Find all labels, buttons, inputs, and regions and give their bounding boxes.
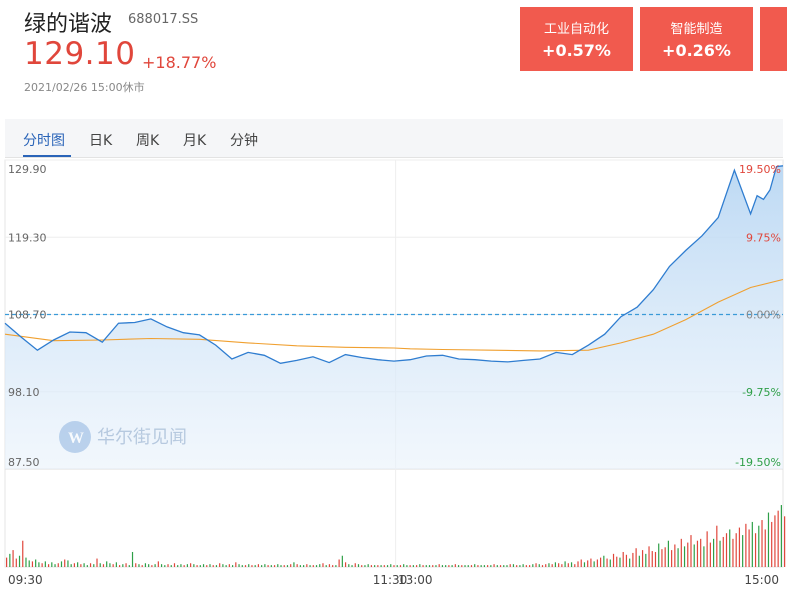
price-line — [4, 165, 784, 364]
tab-intraday[interactable]: 分时图 — [23, 133, 65, 149]
stock-name: 绿的谐波 — [24, 12, 113, 37]
sector-card-value: +0.26% — [662, 41, 731, 60]
sector-card-name: 智能制造 — [670, 22, 723, 37]
quote-timestamp: 2021/02/26 15:00休市 — [24, 81, 145, 94]
x-tick-label: 13:00 — [398, 573, 433, 587]
y-tick-label: 108.70 — [8, 309, 47, 322]
y-tick-label: 119.30 — [8, 231, 47, 244]
y-tick-label: 87.50 — [8, 456, 40, 469]
stock-price: 129.10 — [24, 36, 136, 72]
x-tick-label: 11:30 — [373, 573, 408, 587]
tab-daily-k[interactable]: 日K — [89, 133, 113, 149]
pct-tick-label: 19.50% — [739, 163, 781, 176]
pct-tick-label: -9.75% — [742, 386, 781, 399]
price-area-fill — [5, 165, 783, 470]
chart-period-tabs: 分时图 日K 周K 月K 分钟 — [5, 119, 783, 158]
sector-card-smart-manufacturing[interactable]: 智能制造 +0.26% — [640, 7, 753, 71]
watermark-logo-icon — [59, 421, 91, 453]
average-price-line — [4, 278, 784, 352]
y-tick-label: 98.10 — [8, 386, 40, 399]
pct-tick-label: 0.00% — [746, 309, 781, 322]
active-tab-indicator — [23, 155, 71, 157]
stock-code: 688017.SS — [128, 12, 199, 27]
sector-card-industrial-automation[interactable]: 工业自动化 +0.57% — [520, 7, 633, 71]
sector-card-name: 工业自动化 — [543, 22, 609, 37]
y-tick-label: 129.90 — [8, 163, 47, 176]
axis-labels: 129.90 119.30 108.70 98.10 87.50 19.50% 9.75% 0… — [8, 163, 781, 587]
x-tick-label: 09:30 — [8, 573, 43, 587]
sector-card-partial[interactable] — [760, 7, 787, 71]
tab-monthly-k[interactable]: 月K — [183, 133, 207, 149]
volume-bars — [6, 505, 786, 567]
price-change-percent: +18.77% — [142, 53, 217, 72]
pct-tick-label: -19.50% — [735, 456, 781, 469]
watermark: W 华尔街见闻 — [59, 421, 187, 453]
sector-card-value: +0.57% — [542, 41, 611, 60]
tab-weekly-k[interactable]: 周K — [136, 133, 160, 149]
watermark-text: 华尔街见闻 — [97, 427, 187, 448]
x-tick-label: 15:00 — [744, 573, 779, 587]
watermark-logo-glyph: W — [68, 430, 84, 447]
pct-tick-label: 9.75% — [746, 231, 781, 244]
tab-minute[interactable]: 分钟 — [230, 133, 258, 149]
